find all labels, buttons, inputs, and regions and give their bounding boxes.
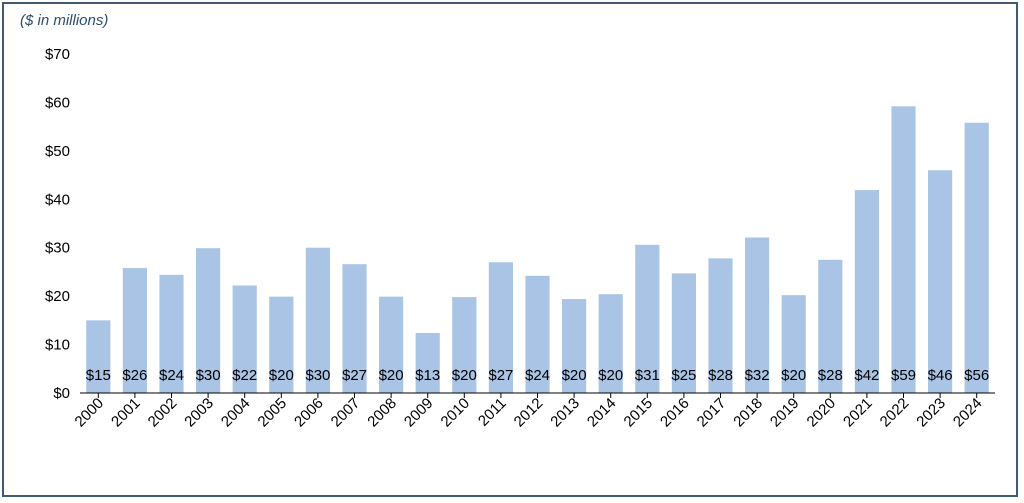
data-label: $20 (379, 367, 404, 384)
y-tick-label: $30 (45, 240, 70, 257)
y-tick-label: $10 (45, 337, 70, 354)
y-tick-label: $40 (45, 191, 70, 208)
x-tick-label: 2008 (364, 395, 400, 431)
data-labels: $15 $26 $24 $30 $22 $20 $30 $27 $20 $13 $20 $27 $24 $… (86, 367, 989, 384)
x-tick-label: 2023 (913, 395, 949, 431)
x-tick-label: 2003 (181, 395, 217, 431)
x-tick-label: 2001 (108, 395, 144, 431)
y-tick-label: $60 (45, 94, 70, 111)
y-axis-ticks: $0 $10 $20 $30 $40 $50 $60 $70 (45, 46, 70, 402)
bar (452, 297, 477, 393)
data-label: $28 (818, 367, 843, 384)
x-tick-label: 2002 (145, 395, 181, 431)
bar (891, 106, 916, 393)
data-label: $59 (891, 367, 916, 384)
bar (86, 320, 111, 393)
bars (86, 106, 989, 394)
x-tick-label: 2014 (584, 395, 620, 431)
data-label: $26 (122, 367, 147, 384)
x-tick-label: 2000 (72, 395, 108, 431)
x-tick-label: 2018 (730, 395, 766, 431)
data-label: $30 (196, 367, 221, 384)
bar (854, 190, 879, 393)
y-tick-label: $70 (45, 46, 70, 63)
data-label: $42 (854, 367, 879, 384)
x-tick-label: 2004 (218, 395, 254, 431)
x-tick-label: 2016 (657, 395, 693, 431)
bar (305, 247, 330, 393)
x-tick-label: 2021 (840, 395, 876, 431)
bar (415, 332, 440, 393)
y-tick-label: $20 (45, 288, 70, 305)
y-tick-label: $50 (45, 143, 70, 160)
bar (159, 274, 184, 393)
chart-frame (2, 2, 1018, 497)
x-tick-label: 2013 (547, 395, 583, 431)
data-label: $32 (745, 367, 770, 384)
data-label: $20 (598, 367, 623, 384)
bar (964, 122, 989, 394)
data-label: $20 (781, 367, 806, 384)
data-label: $15 (86, 367, 111, 384)
bar (745, 237, 770, 393)
chart-subtitle: ($ in millions) (20, 12, 109, 29)
x-tick-label: 2007 (328, 395, 364, 431)
data-label: $20 (562, 367, 587, 384)
bar (232, 285, 257, 393)
data-label: $28 (708, 367, 733, 384)
bar (928, 170, 953, 393)
x-tick-label: 2005 (255, 395, 291, 431)
x-tick-label: 2010 (438, 395, 474, 431)
data-label: $46 (928, 367, 953, 384)
bar (781, 295, 806, 393)
x-tick-label: 2011 (475, 395, 510, 430)
x-tick-label: 2009 (401, 395, 437, 431)
x-tick-label: 2015 (621, 395, 657, 431)
data-label: $31 (635, 367, 660, 384)
x-tick-label: 2017 (694, 395, 730, 431)
x-axis-ticks: 2000 2001 2002 2003 2004 2005 2006 2007 2008 2009… (72, 393, 986, 430)
data-label: $20 (452, 367, 477, 384)
bar (635, 244, 660, 393)
x-tick-label: 2006 (291, 395, 327, 431)
bar (269, 296, 294, 393)
data-label: $24 (159, 367, 184, 384)
x-tick-label: 2012 (511, 395, 547, 431)
bar (122, 268, 147, 393)
bar (562, 299, 587, 393)
data-label: $27 (342, 367, 367, 384)
bar (196, 248, 221, 393)
bar (671, 273, 696, 393)
data-label: $56 (964, 367, 989, 384)
x-tick-label: 2024 (950, 395, 986, 431)
data-label: $13 (415, 367, 440, 384)
bar (379, 296, 404, 393)
data-label: $20 (269, 367, 294, 384)
data-label: $25 (671, 367, 696, 384)
data-label: $24 (525, 367, 550, 384)
data-label: $30 (305, 367, 330, 384)
data-label: $27 (488, 367, 513, 384)
bar (342, 264, 367, 393)
bar (708, 258, 733, 393)
x-tick-label: 2022 (877, 395, 913, 431)
bar (525, 275, 550, 393)
bar (598, 294, 623, 393)
bar (818, 259, 843, 393)
data-label: $22 (232, 367, 257, 384)
y-tick-label: $0 (53, 385, 70, 402)
x-tick-label: 2020 (804, 395, 840, 431)
bar (488, 262, 513, 393)
x-tick-label: 2019 (767, 395, 803, 431)
